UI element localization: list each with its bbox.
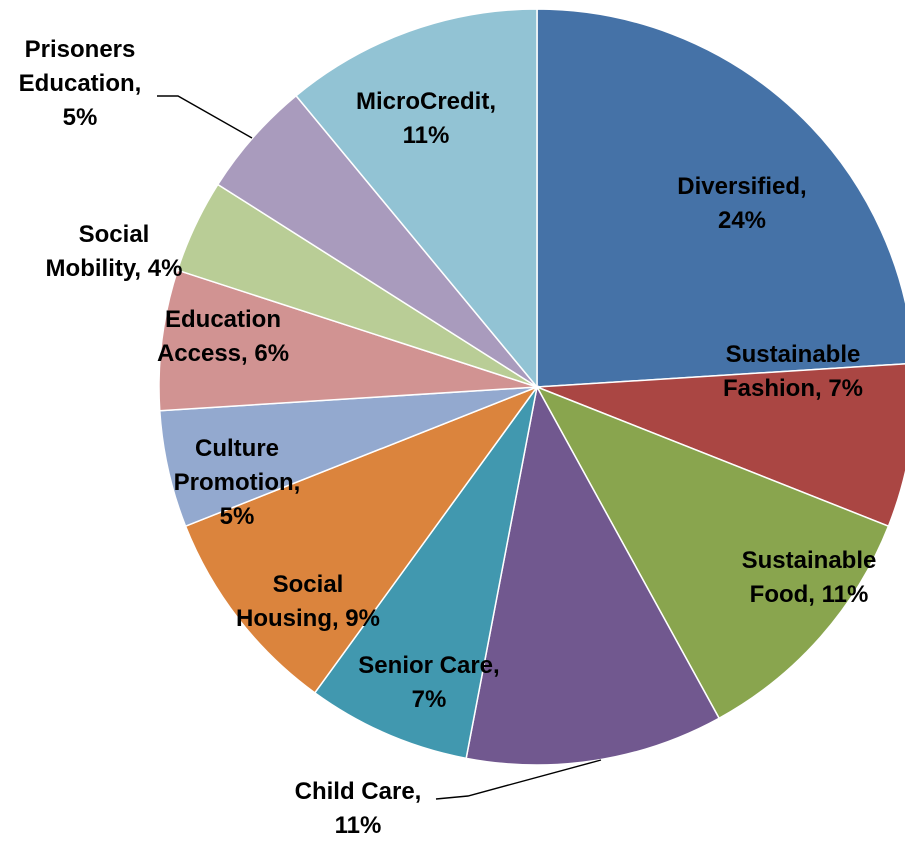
slice-label-line: 7% <box>412 686 447 713</box>
slice-label-prisoners-education: Prisoners Education, 5% <box>19 36 142 131</box>
slice-label-line: 5% <box>63 104 98 131</box>
slice-label-line: Promotion, <box>174 469 301 496</box>
slice-label-line: Senior Care, <box>358 652 499 679</box>
slice-label-line: 11% <box>335 812 382 839</box>
slice-label-social-mobility: Social Mobility, 4% <box>46 221 183 282</box>
slice-label-line: Prisoners <box>25 36 136 63</box>
slice-label-line: Social <box>79 221 150 248</box>
leader-line-child-care <box>436 760 601 799</box>
leader-line-prisoners-education <box>157 96 252 138</box>
slice-label-line: Social <box>273 571 344 598</box>
slice-label-line: Diversified, <box>677 173 806 200</box>
slice-label-line: Education <box>165 306 281 333</box>
slice-label-line: Food, 11% <box>750 581 869 608</box>
slice-label-line: MicroCredit, <box>356 88 496 115</box>
slice-label-child-care: Child Care, 11% <box>295 778 422 839</box>
slice-label-line: Access, 6% <box>157 340 289 367</box>
slice-label-line: Education, <box>19 70 142 97</box>
slice-label-line: 5% <box>220 503 255 530</box>
slice-label-line: Fashion, 7% <box>723 375 863 402</box>
slice-label-line: Sustainable <box>726 341 861 368</box>
slice-label-line: 11% <box>403 122 450 149</box>
slice-label-line: 24% <box>718 207 766 234</box>
slice-label-line: Child Care, <box>295 778 422 805</box>
slice-label-line: Mobility, 4% <box>46 255 183 282</box>
slice-label-line: Housing, 9% <box>236 605 380 632</box>
slice-label-line: Sustainable <box>742 547 877 574</box>
slice-label-line: Culture <box>195 435 279 462</box>
